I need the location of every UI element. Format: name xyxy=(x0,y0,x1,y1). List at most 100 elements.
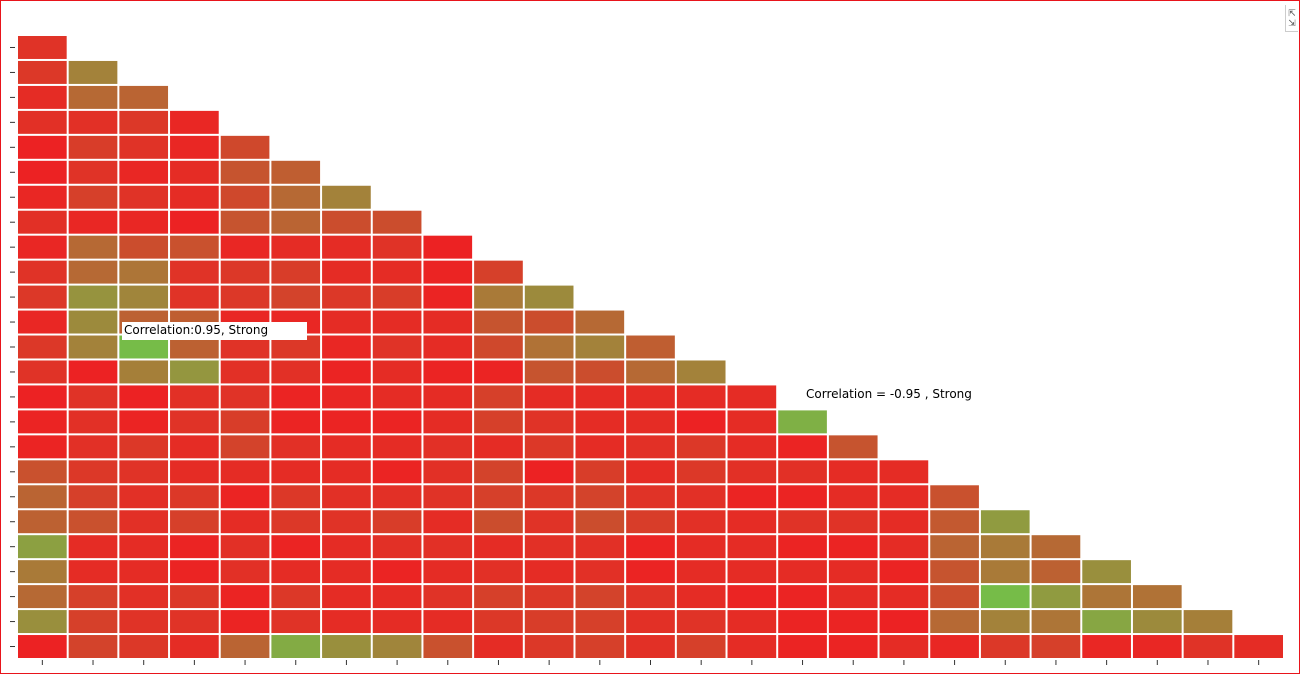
heatmap-cell[interactable] xyxy=(18,310,67,334)
heatmap-cell[interactable] xyxy=(372,210,422,234)
heatmap-cell[interactable] xyxy=(474,260,523,284)
heatmap-cell[interactable] xyxy=(68,510,118,534)
heatmap-cell[interactable] xyxy=(474,635,523,658)
heatmap-cell[interactable] xyxy=(220,510,270,534)
heatmap-cell[interactable] xyxy=(18,385,67,409)
heatmap-cell[interactable] xyxy=(119,460,169,484)
heatmap-cell[interactable] xyxy=(778,635,827,658)
heatmap-cell[interactable] xyxy=(170,535,219,559)
heatmap-cell[interactable] xyxy=(474,485,523,509)
heatmap-cell[interactable] xyxy=(220,635,270,658)
heatmap-cell[interactable] xyxy=(170,510,219,534)
heatmap-cell[interactable] xyxy=(372,460,422,484)
heatmap-cell[interactable] xyxy=(423,260,473,284)
heatmap-cell[interactable] xyxy=(524,435,574,459)
heatmap-cell[interactable] xyxy=(322,435,371,459)
heatmap-cell[interactable] xyxy=(271,385,321,409)
heatmap-cell[interactable] xyxy=(18,485,67,509)
heatmap-cell[interactable] xyxy=(626,510,675,534)
heatmap-cell[interactable] xyxy=(930,585,979,609)
heatmap-cell[interactable] xyxy=(930,635,979,658)
heatmap-cell[interactable] xyxy=(474,460,523,484)
heatmap-cell[interactable] xyxy=(1234,635,1283,658)
heatmap-cell[interactable] xyxy=(170,560,219,584)
heatmap-cell[interactable] xyxy=(423,485,473,509)
heatmap-cell[interactable] xyxy=(930,610,979,634)
heatmap-cell[interactable] xyxy=(575,310,625,334)
heatmap-cell[interactable] xyxy=(930,535,979,559)
heatmap-cell[interactable] xyxy=(676,435,726,459)
heatmap-cell[interactable] xyxy=(474,335,523,359)
heatmap-cell[interactable] xyxy=(474,510,523,534)
heatmap-cell[interactable] xyxy=(575,385,625,409)
heatmap-cell[interactable] xyxy=(372,635,422,658)
heatmap-cell[interactable] xyxy=(828,460,878,484)
heatmap-cell[interactable] xyxy=(220,135,270,159)
heatmap-cell[interactable] xyxy=(68,635,118,658)
heatmap-cell[interactable] xyxy=(1031,585,1081,609)
heatmap-cell[interactable] xyxy=(423,385,473,409)
heatmap-cell[interactable] xyxy=(575,535,625,559)
heatmap-cell[interactable] xyxy=(271,210,321,234)
heatmap-cell[interactable] xyxy=(271,610,321,634)
heatmap-cell[interactable] xyxy=(322,335,371,359)
heatmap-cell[interactable] xyxy=(1082,610,1131,634)
heatmap-cell[interactable] xyxy=(372,560,422,584)
heatmap-cell[interactable] xyxy=(1183,635,1233,658)
heatmap-cell[interactable] xyxy=(271,585,321,609)
heatmap-cell[interactable] xyxy=(575,560,625,584)
heatmap-cell[interactable] xyxy=(220,185,270,209)
heatmap-cell[interactable] xyxy=(220,210,270,234)
heatmap-cell[interactable] xyxy=(1132,635,1182,658)
heatmap-cell[interactable] xyxy=(271,160,321,184)
heatmap-cell[interactable] xyxy=(170,335,219,359)
heatmap-cell[interactable] xyxy=(423,435,473,459)
heatmap-cell[interactable] xyxy=(18,160,67,184)
heatmap-cell[interactable] xyxy=(322,185,371,209)
heatmap-cell[interactable] xyxy=(119,285,169,309)
heatmap-cell[interactable] xyxy=(170,260,219,284)
heatmap-cell[interactable] xyxy=(68,560,118,584)
heatmap-cell[interactable] xyxy=(879,560,929,584)
heatmap-cell[interactable] xyxy=(474,360,523,384)
heatmap-cell[interactable] xyxy=(524,410,574,434)
heatmap-cell[interactable] xyxy=(372,285,422,309)
heatmap-cell[interactable] xyxy=(575,435,625,459)
heatmap-cell[interactable] xyxy=(423,360,473,384)
heatmap-cell[interactable] xyxy=(18,110,67,134)
heatmap-cell[interactable] xyxy=(676,585,726,609)
heatmap-cell[interactable] xyxy=(980,510,1030,534)
heatmap-cell[interactable] xyxy=(372,335,422,359)
heatmap-cell[interactable] xyxy=(828,560,878,584)
heatmap-cell[interactable] xyxy=(727,410,777,434)
heatmap-cell[interactable] xyxy=(18,185,67,209)
heatmap-cell[interactable] xyxy=(676,610,726,634)
heatmap-cell[interactable] xyxy=(271,285,321,309)
heatmap-cell[interactable] xyxy=(170,360,219,384)
heatmap-cell[interactable] xyxy=(372,235,422,259)
heatmap-cell[interactable] xyxy=(170,410,219,434)
heatmap-cell[interactable] xyxy=(727,560,777,584)
heatmap-cell[interactable] xyxy=(626,360,675,384)
heatmap-cell[interactable] xyxy=(18,510,67,534)
heatmap-cell[interactable] xyxy=(271,560,321,584)
heatmap-cell[interactable] xyxy=(68,485,118,509)
heatmap-cell[interactable] xyxy=(170,610,219,634)
heatmap-cell[interactable] xyxy=(727,610,777,634)
heatmap-cell[interactable] xyxy=(18,135,67,159)
heatmap-cell[interactable] xyxy=(930,485,979,509)
heatmap-cell[interactable] xyxy=(524,560,574,584)
heatmap-cell[interactable] xyxy=(220,535,270,559)
heatmap-cell[interactable] xyxy=(170,160,219,184)
heatmap-cell[interactable] xyxy=(676,560,726,584)
heatmap-cell[interactable] xyxy=(18,535,67,559)
heatmap-cell[interactable] xyxy=(1132,610,1182,634)
heatmap-cell[interactable] xyxy=(68,410,118,434)
heatmap-cell[interactable] xyxy=(220,335,270,359)
heatmap-cell[interactable] xyxy=(322,310,371,334)
heatmap-cell[interactable] xyxy=(676,485,726,509)
heatmap-cell[interactable] xyxy=(828,585,878,609)
heatmap-cell[interactable] xyxy=(170,285,219,309)
heatmap-cell[interactable] xyxy=(1183,610,1233,634)
heatmap-cell[interactable] xyxy=(322,535,371,559)
